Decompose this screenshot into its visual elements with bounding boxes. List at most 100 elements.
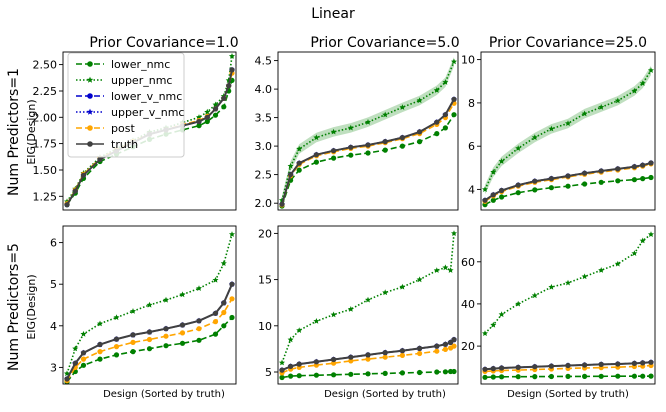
point-truth — [348, 354, 354, 360]
point-upper_nmc — [598, 267, 605, 273]
point-truth — [499, 365, 505, 371]
legend-item-lower_nmc: lower_nmc — [76, 58, 170, 71]
point-upper_nmc — [498, 311, 505, 318]
point-lower_nmc — [442, 125, 448, 131]
point-upper_nmc — [581, 273, 588, 280]
point-upper_nmc — [313, 318, 320, 324]
row-label-1: Num Predictors=1 — [6, 68, 22, 196]
point-lower_nmc — [279, 374, 285, 381]
subplot-6: 20 40 60 — [461, 225, 656, 385]
y-tick-label: 5 — [50, 278, 57, 291]
point-upper_nmc — [531, 134, 538, 141]
point-truth — [348, 144, 354, 150]
series-truth — [482, 359, 654, 372]
point-lower_nmc — [532, 374, 538, 380]
point-truth — [442, 112, 448, 118]
axes-frame — [480, 51, 656, 211]
point-lower_nmc — [598, 373, 604, 379]
point-post — [212, 319, 219, 325]
point-upper_nmc — [220, 260, 227, 266]
point-upper_nmc — [179, 291, 186, 298]
upper-nmc-band — [282, 57, 454, 205]
point-lower_nmc — [382, 370, 388, 376]
point-lower_nmc — [221, 323, 227, 329]
point-truth — [648, 359, 654, 365]
point-truth — [631, 360, 638, 366]
point-truth — [221, 95, 227, 101]
series-upper_nmc — [482, 231, 654, 336]
point-lower_nmc — [499, 194, 505, 200]
series-line-upper_nmc — [484, 69, 652, 190]
point-lower_nmc — [130, 349, 136, 355]
point-lower_nmc — [331, 155, 337, 161]
point-truth — [221, 300, 227, 306]
point-upper_nmc — [631, 250, 638, 256]
point-upper_nmc — [382, 111, 389, 118]
column-title-1: Prior Covariance=1.0 — [89, 35, 238, 51]
point-upper_nmc — [442, 79, 449, 85]
point-upper_nmc — [565, 120, 571, 126]
point-upper_nmc — [204, 108, 211, 115]
point-truth — [212, 310, 219, 316]
point-upper_nmc — [347, 306, 354, 312]
series-upper_nmc — [279, 230, 457, 366]
point-truth — [97, 156, 103, 162]
point-lower_nmc — [365, 371, 371, 377]
subplot-2: 2.0 2.5 3.0 3.5 4.0 4.5 — [255, 51, 459, 211]
subplot-3: 4 6 8 10 — [461, 51, 656, 211]
point-post — [348, 358, 354, 364]
point-upper_nmc — [279, 359, 285, 366]
point-upper_nmc — [433, 87, 440, 93]
point-truth — [382, 350, 388, 356]
point-lower_nmc — [313, 159, 319, 165]
legend-swatch-marker — [87, 141, 93, 147]
y-tick-label: 3.0 — [255, 140, 273, 153]
point-lower_nmc — [348, 152, 354, 158]
point-truth — [80, 172, 87, 178]
point-truth — [598, 168, 604, 174]
series-line-truth — [484, 162, 652, 202]
legend-item-lower_v_nmc: lower_v_nmc — [76, 90, 182, 103]
y-tick-label: 20 — [461, 340, 475, 353]
series-lower_nmc — [279, 368, 457, 381]
point-truth — [64, 376, 70, 382]
point-upper_nmc — [130, 308, 136, 314]
series-post — [64, 296, 235, 384]
point-upper_nmc — [490, 321, 497, 328]
axes-frame — [62, 51, 237, 211]
point-upper_nmc — [229, 53, 235, 59]
point-lower_nmc — [113, 352, 120, 358]
point-truth — [582, 170, 588, 176]
point-upper_nmc — [631, 87, 638, 94]
figure-suptitle: Linear — [311, 6, 355, 22]
series-upper_nmc — [64, 231, 235, 377]
point-lower_nmc — [163, 343, 169, 349]
point-upper_nmc — [482, 330, 488, 336]
y-tick-label: 2.5 — [255, 169, 273, 182]
y-tick-label: 2.00 — [33, 111, 58, 124]
point-truth — [648, 160, 654, 166]
point-lower_nmc — [212, 112, 219, 118]
legend-label: lower_v_nmc — [111, 90, 182, 103]
point-truth — [490, 192, 496, 198]
point-upper_nmc — [296, 145, 303, 152]
point-truth — [565, 173, 571, 179]
point-truth — [399, 348, 405, 354]
point-upper_nmc — [614, 97, 621, 104]
point-truth — [515, 182, 521, 188]
point-lower_nmc — [146, 346, 153, 352]
series-upper_nmc — [279, 58, 457, 203]
point-lower_nmc — [532, 187, 538, 193]
point-lower_nmc — [631, 177, 638, 183]
legend-swatch-marker — [87, 61, 93, 67]
point-upper_nmc — [548, 125, 555, 132]
point-upper_nmc — [313, 134, 320, 141]
legend-label: truth — [111, 138, 138, 151]
point-upper_nmc — [382, 289, 389, 296]
y-tick-label: 4.0 — [255, 83, 273, 96]
point-upper_nmc — [490, 168, 497, 175]
series-line-lower_nmc — [484, 176, 652, 206]
point-lower_nmc — [296, 167, 302, 173]
point-lower_nmc — [582, 181, 588, 187]
axes-frame — [277, 51, 459, 211]
